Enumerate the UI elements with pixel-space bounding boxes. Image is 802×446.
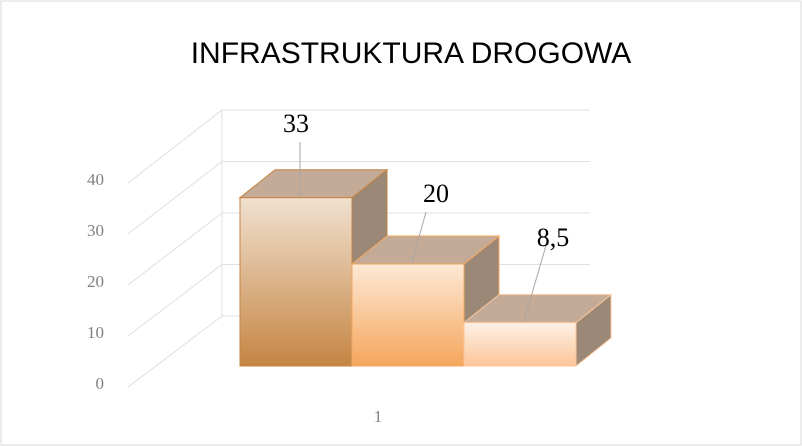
grid-line-side xyxy=(127,109,223,184)
y-tick-label: 0 xyxy=(96,374,105,393)
grid-line-side xyxy=(127,161,223,235)
leader-line xyxy=(411,211,427,263)
y-tick-label: 40 xyxy=(87,170,104,189)
leader-line xyxy=(523,241,548,321)
bar xyxy=(239,197,353,367)
x-tick-label: 1 xyxy=(374,407,383,426)
grid-line-side xyxy=(127,212,223,286)
bar xyxy=(463,322,577,367)
grid-line-side xyxy=(127,315,223,388)
y-tick-label: 10 xyxy=(87,323,104,342)
chart-title: INFRASTRUKTURA DROGOWA xyxy=(191,37,632,70)
bar xyxy=(351,263,465,367)
y-tick-label: 30 xyxy=(87,221,104,240)
grid-line-side xyxy=(127,264,223,337)
y-tick-label: 20 xyxy=(87,272,104,291)
data-label: 8,5 xyxy=(537,223,570,252)
data-label: 20 xyxy=(423,179,449,208)
data-label: 33 xyxy=(283,109,309,138)
